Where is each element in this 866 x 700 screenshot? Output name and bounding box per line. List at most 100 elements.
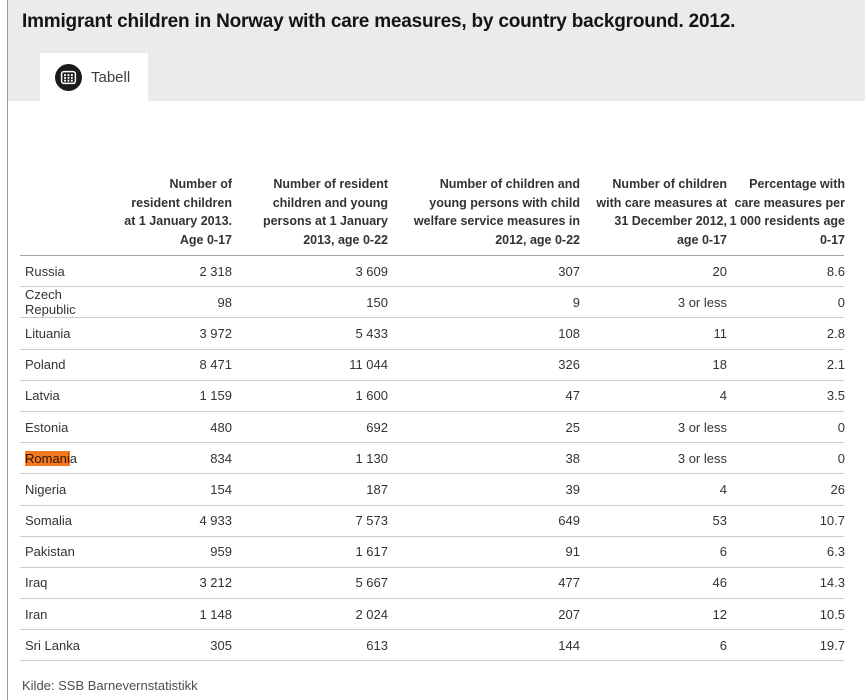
- value-cell: 18: [712, 357, 727, 373]
- value-cell: 6.3: [826, 544, 845, 560]
- value-cell: 12: [712, 606, 727, 622]
- table-row: Pakistan 959 1 617 91 6 6.3: [20, 537, 845, 568]
- value-cell: 10.5: [819, 606, 845, 622]
- table-row: Romania 834 1 130 38 3 or less 0: [20, 443, 845, 475]
- value-cell: 0: [837, 294, 845, 310]
- country-text: a: [69, 450, 78, 466]
- country-cell: Iraq: [25, 575, 48, 591]
- value-cell: 2 318: [199, 263, 232, 279]
- value-cell: 4: [719, 388, 727, 404]
- value-cell: 1 130: [355, 450, 388, 466]
- value-cell: 187: [366, 481, 388, 497]
- country-cell: Czech Republic: [25, 287, 76, 318]
- value-cell: 959: [210, 544, 232, 560]
- country-cell: Poland: [25, 357, 66, 373]
- value-cell: 834: [210, 450, 232, 466]
- value-cell: 3 609: [355, 263, 388, 279]
- value-cell: 46: [712, 575, 727, 591]
- value-cell: 326: [558, 357, 580, 373]
- table-body: Russia 2 318 3 609 307 20 8.6 Czech Republic 98…: [20, 256, 845, 662]
- value-cell: 98: [217, 294, 232, 310]
- value-cell: 25: [565, 419, 580, 435]
- country-cell: Russia: [25, 263, 65, 279]
- value-cell: 53: [712, 513, 727, 529]
- value-cell: 10.7: [819, 513, 845, 529]
- search-highlight: Romani: [25, 450, 70, 466]
- value-cell: 477: [558, 575, 580, 591]
- value-cell: 3 or less: [677, 419, 727, 435]
- value-cell: 144: [558, 637, 580, 653]
- table-row: Czech Republic 98 150 9 3 or less 0: [20, 287, 845, 319]
- value-cell: 38: [565, 450, 580, 466]
- table-row: Lituania 3 972 5 433 108 11 2.8: [20, 318, 845, 350]
- source-caption: Kilde: SSB Barnevernstatistikk: [22, 678, 198, 694]
- column-header: Percentage with care measures per 1 000 …: [729, 177, 845, 247]
- value-cell: 3 212: [199, 575, 232, 591]
- value-cell: 3 or less: [677, 450, 727, 466]
- page-title: Immigrant children in Norway with care m…: [22, 11, 736, 32]
- value-cell: 6: [719, 637, 727, 653]
- value-cell: 26: [830, 481, 845, 497]
- value-cell: 692: [366, 419, 388, 435]
- value-cell: 1 148: [199, 606, 232, 622]
- value-cell: 150: [366, 294, 388, 310]
- value-cell: 3 or less: [677, 294, 727, 310]
- table-row: Nigeria 154 187 39 4 26: [20, 474, 845, 506]
- value-cell: 3 972: [199, 325, 232, 341]
- value-cell: 1 600: [355, 388, 388, 404]
- value-cell: 7 573: [355, 513, 388, 529]
- value-cell: 8.6: [826, 263, 845, 279]
- value-cell: 14.3: [819, 575, 845, 591]
- country-cell: Lituania: [25, 325, 71, 341]
- table-row: Poland 8 471 11 044 326 18 2.1: [20, 350, 845, 381]
- value-cell: 9: [572, 294, 580, 310]
- country-cell: Estonia: [25, 419, 69, 435]
- table-row: Russia 2 318 3 609 307 20 8.6: [20, 256, 845, 288]
- value-cell: 305: [210, 637, 232, 653]
- column-header: Number of resident children and young pe…: [262, 177, 388, 247]
- value-cell: 3.5: [826, 388, 845, 404]
- value-cell: 8 471: [199, 357, 232, 373]
- country-cell: Latvia: [25, 388, 60, 404]
- tab-label: Tabell: [91, 68, 131, 86]
- value-cell: 20: [712, 263, 727, 279]
- value-cell: 11 044: [349, 357, 388, 373]
- value-cell: 5 433: [355, 325, 388, 341]
- country-cell: Somalia: [25, 513, 72, 529]
- value-cell: 5 667: [355, 575, 388, 591]
- value-cell: 480: [210, 419, 232, 435]
- column-header: Number of resident children at 1 January…: [124, 177, 232, 247]
- value-cell: 207: [558, 606, 580, 622]
- table-row: Somalia 4 933 7 573 649 53 10.7: [20, 506, 845, 537]
- table-row: Latvia 1 159 1 600 47 4 3.5: [20, 381, 845, 412]
- tab-tabell[interactable]: Tabell: [40, 53, 149, 101]
- column-header: [20, 175, 115, 249]
- table-grid-icon: [55, 63, 82, 91]
- country-cell: Pakistan: [25, 544, 75, 560]
- value-cell: 613: [366, 637, 388, 653]
- table-row: Iran 1 148 2 024 207 12 10.5: [20, 599, 845, 631]
- value-cell: 154: [210, 481, 232, 497]
- value-cell: 307: [558, 263, 580, 279]
- country-cell: Sri Lanka: [25, 637, 80, 653]
- value-cell: 1 617: [355, 544, 388, 560]
- value-cell: 649: [558, 513, 580, 529]
- country-cell: Romania: [20, 450, 115, 466]
- value-cell: 11: [713, 325, 728, 341]
- table-header-row: Number of resident children at 1 January…: [20, 175, 845, 256]
- country-cell: Iran: [25, 606, 48, 622]
- column-header: Number of children and young persons wit…: [413, 177, 580, 247]
- value-cell: 2.8: [826, 325, 845, 341]
- value-cell: 2 024: [355, 606, 388, 622]
- value-cell: 4 933: [199, 513, 232, 529]
- table-row: Estonia 480 692 25 3 or less 0: [20, 412, 845, 444]
- statistics-table: Number of resident children at 1 January…: [20, 175, 845, 662]
- column-header: Number of children with care measures at…: [596, 177, 727, 247]
- value-cell: 0: [837, 450, 845, 466]
- value-cell: 1 159: [199, 388, 232, 404]
- value-cell: 39: [565, 481, 580, 497]
- value-cell: 91: [565, 544, 580, 560]
- value-cell: 0: [837, 419, 845, 435]
- country-cell: Nigeria: [25, 481, 67, 497]
- value-cell: 47: [565, 388, 580, 404]
